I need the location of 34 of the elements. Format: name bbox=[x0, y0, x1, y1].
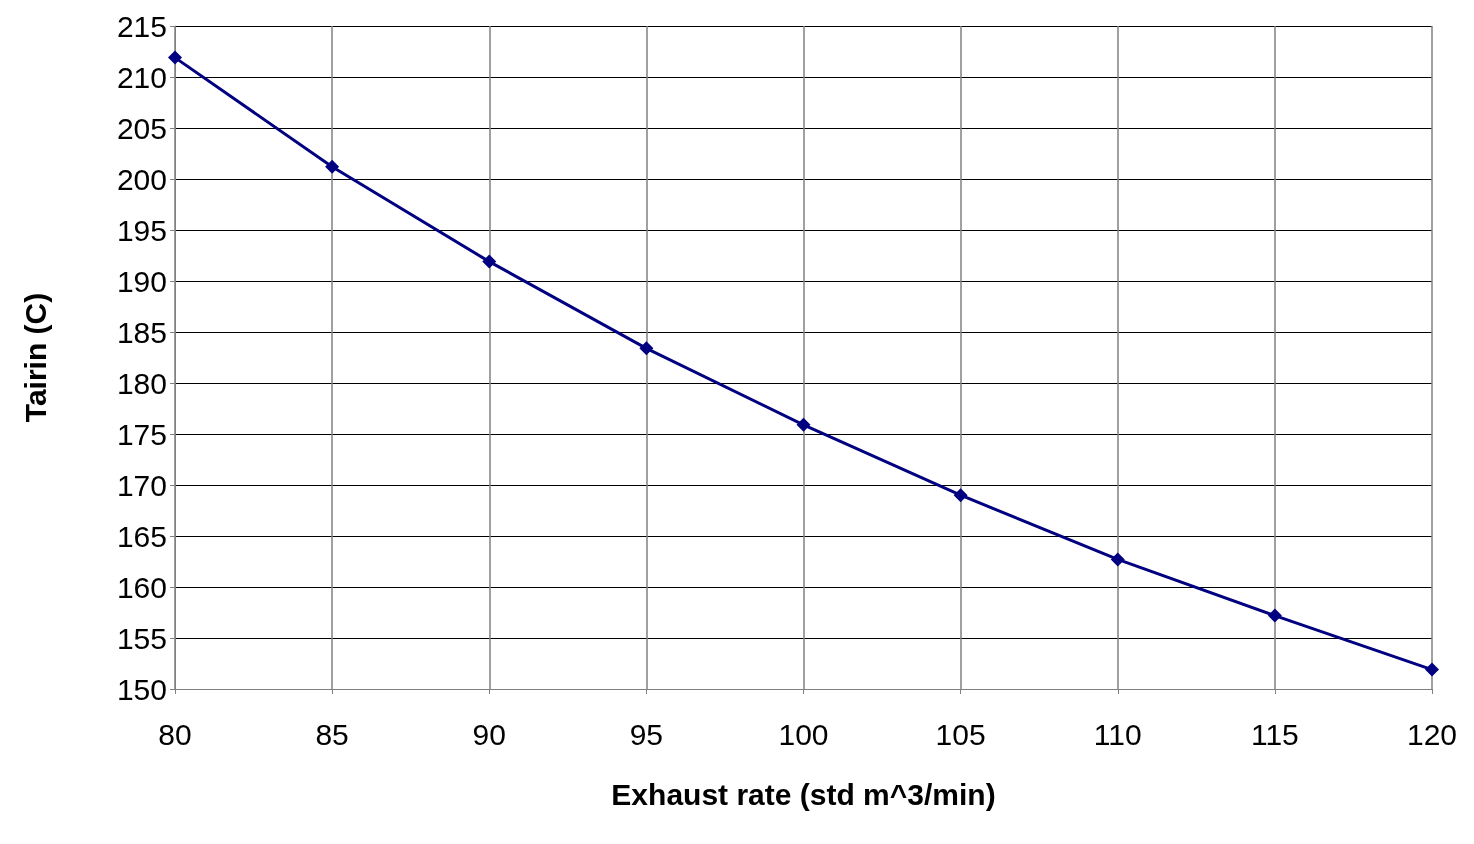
x-tick-label: 100 bbox=[778, 717, 829, 751]
point bbox=[639, 341, 654, 356]
y-tick-label: 155 bbox=[116, 621, 167, 655]
y-tick-label: 175 bbox=[116, 417, 167, 451]
point bbox=[1425, 662, 1439, 677]
x-tick-label: 120 bbox=[1406, 717, 1458, 751]
point bbox=[953, 488, 968, 503]
point bbox=[325, 159, 340, 174]
x-tick-label: 80 bbox=[158, 717, 192, 751]
y-tick-label: 180 bbox=[116, 366, 167, 400]
y-tick-label: 200 bbox=[116, 162, 167, 196]
y-tick-label: 150 bbox=[116, 672, 167, 706]
x-tick-label: 105 bbox=[935, 717, 986, 751]
x-tick-label: 115 bbox=[1250, 717, 1299, 751]
point bbox=[1267, 608, 1282, 623]
x-tick-label: 95 bbox=[629, 717, 664, 751]
point bbox=[168, 50, 182, 65]
y-tick-label: 195 bbox=[116, 213, 167, 247]
point bbox=[1110, 552, 1125, 567]
y-tick-label: 165 bbox=[116, 519, 167, 553]
y-tick-label: 190 bbox=[116, 264, 167, 298]
x-tick-label: 85 bbox=[315, 717, 349, 751]
x-axis-title: Exhaust rate (std m^3/min) bbox=[611, 777, 996, 811]
y-tick-label: 160 bbox=[116, 570, 167, 604]
x-tick-label: 90 bbox=[472, 717, 506, 751]
point bbox=[482, 254, 497, 269]
x-tick-label: 110 bbox=[1093, 717, 1142, 751]
y-tick-label: 215 bbox=[116, 9, 167, 43]
y-tick-label: 210 bbox=[116, 60, 167, 94]
point bbox=[796, 417, 811, 432]
y-tick-label: 205 bbox=[116, 111, 167, 145]
y-tick-label: 185 bbox=[116, 315, 167, 349]
y-axis-title: Tairin (C) bbox=[18, 292, 52, 423]
y-tick-label: 170 bbox=[116, 468, 167, 502]
